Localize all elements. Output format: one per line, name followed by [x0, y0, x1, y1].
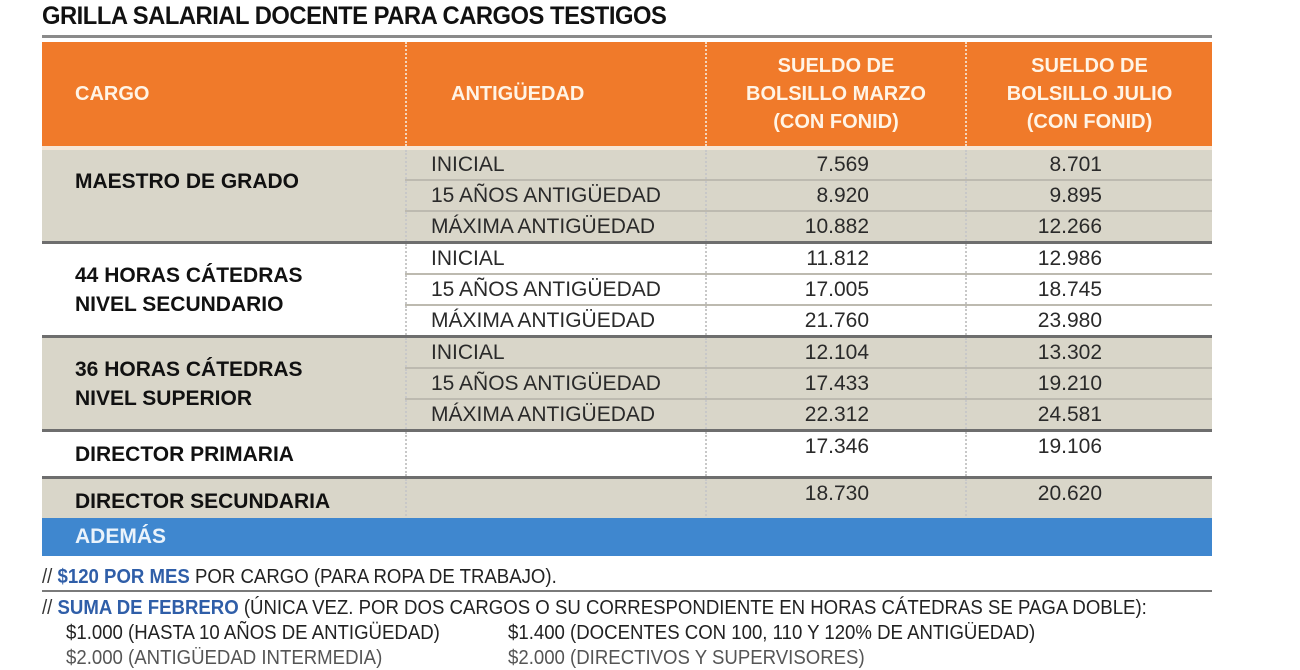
marzo-value: 17.346: [705, 430, 966, 479]
table-row: MÁXIMA ANTIGÜEDAD 10.882 12.266: [42, 211, 1212, 244]
antiguedad-cell: MÁXIMA ANTIGÜEDAD: [405, 399, 706, 432]
header-julio-line3: (CON FONID): [1026, 111, 1153, 133]
note-suma-de-febrero: // SUMA DE FEBRERO (ÚNICA VEZ. POR DOS C…: [42, 594, 1147, 622]
julio-value: 8.701: [965, 148, 1212, 181]
table-row: 15 AÑOS ANTIGÜEDAD 8.920 9.895: [42, 180, 1212, 212]
table-header-row: CARGO ANTIGÜEDAD SUELDO DE BOLSILLO MARZ…: [42, 42, 1212, 150]
header-julio-line2: BOLSILLO JULIO: [1006, 83, 1173, 105]
julio-value: 19.210: [965, 368, 1212, 400]
note-text: POR CARGO (PARA ROPA DE TRABAJO).: [189, 566, 557, 588]
header-marzo-line3: (CON FONID): [773, 111, 899, 133]
antiguedad-cell: INICIAL: [405, 242, 706, 275]
marzo-value: 10.882: [705, 211, 966, 244]
julio-value: 12.266: [965, 211, 1212, 244]
marzo-value: 7.569: [705, 148, 966, 181]
group-director-primaria: DIRECTOR PRIMARIA 17.346 19.106: [42, 430, 1212, 479]
ademas-banner: ADEMÁS: [42, 518, 1212, 556]
header-marzo-line2: BOLSILLO MARZO: [746, 83, 926, 105]
julio-value: 13.302: [965, 336, 1212, 369]
group-36-horas-catedras: 36 HORAS CÁTEDRAS NIVEL SUPERIOR INICIAL…: [42, 336, 1212, 432]
table-row: MÁXIMA ANTIGÜEDAD 22.312 24.581: [42, 399, 1212, 432]
group-44-horas-catedras: 44 HORAS CÁTEDRAS NIVEL SECUNDARIO INICI…: [42, 242, 1212, 338]
marzo-value: 17.433: [705, 368, 966, 400]
note-prefix: //: [42, 566, 58, 588]
title-divider: [42, 35, 1212, 38]
cargo-cell: 44 HORAS CÁTEDRAS NIVEL SECUNDARIO: [42, 242, 406, 338]
table-row: 36 HORAS CÁTEDRAS NIVEL SUPERIOR INICIAL…: [42, 336, 1212, 432]
table-row: 44 HORAS CÁTEDRAS NIVEL SECUNDARIO INICI…: [42, 242, 1212, 338]
julio-value: 12.986: [965, 242, 1212, 275]
marzo-value: 11.812: [705, 242, 966, 275]
cargo-cell: MAESTRO DE GRADO: [42, 148, 406, 244]
julio-value: 18.745: [965, 274, 1212, 306]
header-sueldo-julio: SUELDO DE BOLSILLO JULIO (CON FONID): [965, 42, 1212, 150]
note-highlight: $120 POR MES: [57, 566, 190, 588]
antiguedad-cell: 15 AÑOS ANTIGÜEDAD: [405, 180, 706, 212]
marzo-value: 8.920: [705, 180, 966, 212]
table-row: 15 AÑOS ANTIGÜEDAD 17.433 19.210: [42, 368, 1212, 400]
febrero-item: $1.400 (DOCENTES CON 100, 110 Y 120% DE …: [508, 622, 1036, 644]
julio-value: 23.980: [965, 305, 1212, 338]
cargo-label-line2: NIVEL SUPERIOR: [75, 386, 252, 410]
antiguedad-cell: [405, 430, 706, 479]
header-cargo: CARGO: [42, 42, 406, 150]
note-text: (ÚNICA VEZ. POR DOS CARGOS O SU CORRESPO…: [238, 597, 1147, 619]
cargo-label-line1: 44 HORAS CÁTEDRAS: [75, 263, 303, 287]
antiguedad-cell: MÁXIMA ANTIGÜEDAD: [405, 211, 706, 244]
febrero-item: $2.000 (DIRECTIVOS Y SUPERVISORES): [508, 647, 865, 669]
cargo-label: MAESTRO DE GRADO: [75, 170, 300, 193]
cargo-cell: 36 HORAS CÁTEDRAS NIVEL SUPERIOR: [42, 336, 406, 432]
note-ropa-de-trabajo: // $120 POR MES POR CARGO (PARA ROPA DE …: [42, 563, 1130, 591]
note-prefix: //: [42, 597, 58, 619]
table-row: MAESTRO DE GRADO INICIAL 7.569 8.701: [42, 148, 1212, 244]
note-highlight: SUMA DE FEBRERO: [57, 597, 239, 619]
antiguedad-cell: 15 AÑOS ANTIGÜEDAD: [405, 274, 706, 306]
cargo-label-line1: 36 HORAS CÁTEDRAS: [75, 357, 303, 381]
salary-grid-table: CARGO ANTIGÜEDAD SUELDO DE BOLSILLO MARZ…: [42, 42, 1212, 528]
note-divider: [42, 590, 1212, 592]
antiguedad-cell: MÁXIMA ANTIGÜEDAD: [405, 305, 706, 338]
julio-value: 24.581: [965, 399, 1212, 432]
page-title: GRILLA SALARIAL DOCENTE PARA CARGOS TEST…: [42, 2, 667, 30]
cargo-label-line2: NIVEL SECUNDARIO: [75, 292, 284, 316]
marzo-value: 22.312: [705, 399, 966, 432]
marzo-value: 12.104: [705, 336, 966, 369]
table-row: MÁXIMA ANTIGÜEDAD 21.760 23.980: [42, 305, 1212, 338]
febrero-item: $1.000 (HASTA 10 AÑOS DE ANTIGÜEDAD): [66, 622, 440, 644]
table-row: 15 AÑOS ANTIGÜEDAD 17.005 18.745: [42, 274, 1212, 306]
marzo-value: 21.760: [705, 305, 966, 338]
julio-value: 9.895: [965, 180, 1212, 212]
antiguedad-cell: INICIAL: [405, 148, 706, 181]
header-antiguedad: ANTIGÜEDAD: [405, 42, 706, 150]
antiguedad-cell: INICIAL: [405, 336, 706, 369]
table-row: DIRECTOR PRIMARIA 17.346 19.106: [42, 430, 1212, 479]
header-julio-line1: SUELDO DE: [1031, 55, 1148, 77]
header-sueldo-marzo: SUELDO DE BOLSILLO MARZO (CON FONID): [705, 42, 966, 150]
cargo-cell: DIRECTOR PRIMARIA: [42, 430, 406, 479]
marzo-value: 17.005: [705, 274, 966, 306]
header-marzo-line1: SUELDO DE: [777, 55, 895, 77]
julio-value: 19.106: [965, 430, 1212, 479]
febrero-item: $2.000 (ANTIGÜEDAD INTERMEDIA): [66, 647, 383, 669]
antiguedad-cell: 15 AÑOS ANTIGÜEDAD: [405, 368, 706, 400]
group-maestro-de-grado: MAESTRO DE GRADO INICIAL 7.569 8.701 15 …: [42, 148, 1212, 244]
